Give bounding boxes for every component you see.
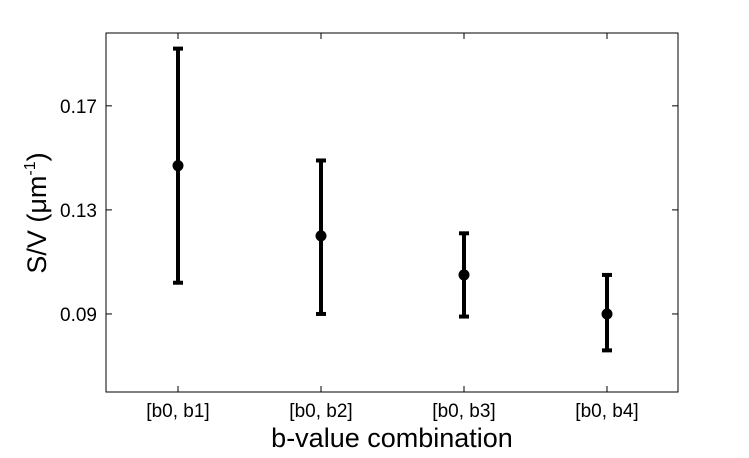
y-axis-title: S/V (μm-1) [22, 152, 52, 273]
data-point [458, 269, 470, 281]
y-axis-title-close: ) [22, 152, 52, 161]
y-axis-title-superscript: -1 [22, 161, 39, 175]
y-axis-title-main: S/V ( [22, 214, 52, 274]
x-axis-title: b-value combination [271, 423, 513, 453]
data-point [601, 308, 613, 320]
plot-area [105, 32, 679, 393]
x-tick-label: [b0, b4] [575, 401, 638, 422]
data-point [315, 230, 327, 242]
y-tick-label: 0.13 [60, 201, 97, 222]
y-axis-title-unit: μm [22, 176, 52, 214]
x-tick-label: [b0, b2] [289, 401, 352, 422]
y-tick-label: 0.09 [60, 305, 97, 326]
tick-labels: 0.09 0.13 0.17 [b0, b1] [b0, b2] [b0, b3] [b0,… [60, 97, 639, 422]
x-tick-label: [b0, b3] [432, 401, 495, 422]
data-point [172, 160, 184, 172]
x-tick-label: [b0, b1] [146, 401, 209, 422]
y-tick-label: 0.17 [60, 97, 97, 118]
axis-ticks [106, 33, 678, 392]
data-marks [172, 46, 613, 353]
